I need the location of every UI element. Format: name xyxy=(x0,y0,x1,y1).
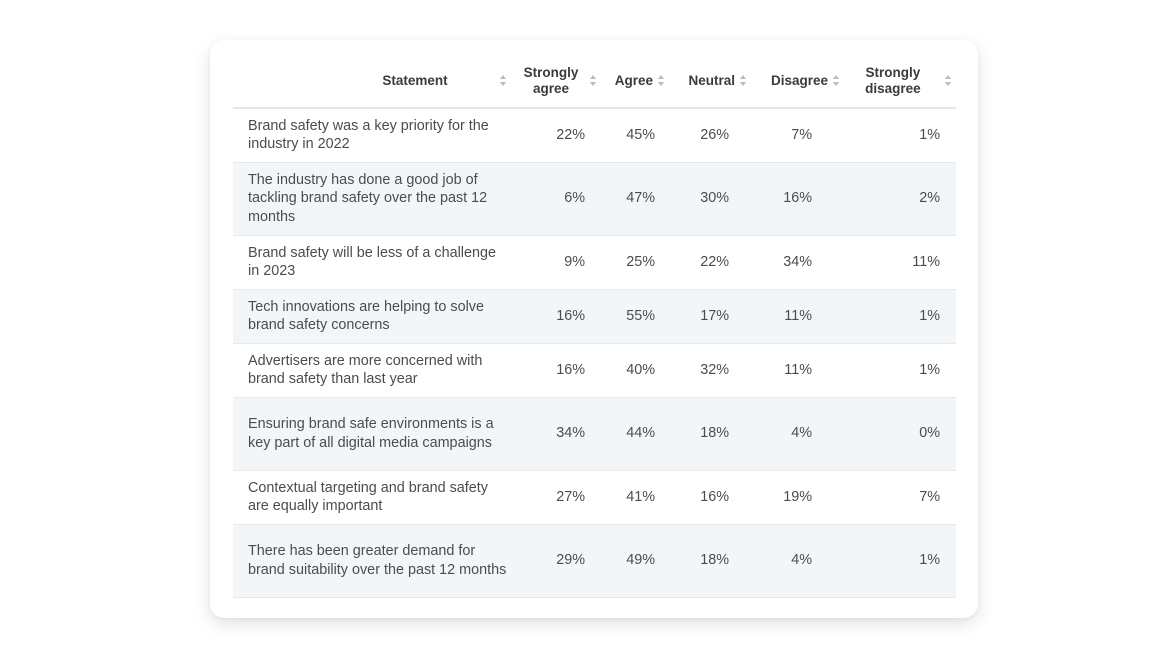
strongly-agree-cell: 16% xyxy=(517,343,601,398)
disagree-cell: 4% xyxy=(753,397,846,471)
table-row: Contextual targeting and brand safety ar… xyxy=(233,470,956,525)
survey-table: Statement Strongly agree Agree Neutral Disag… xyxy=(233,55,956,598)
table-card: Statement Strongly agree Agree Neutral Disag… xyxy=(210,40,978,618)
column-header-statement[interactable]: Statement xyxy=(233,55,517,109)
column-header-label: Strongly disagree xyxy=(865,65,921,96)
sort-icon[interactable] xyxy=(832,74,842,88)
column-header-label: Statement xyxy=(382,73,448,88)
column-header-label: Disagree xyxy=(770,73,828,88)
strongly-agree-cell: 9% xyxy=(517,235,601,290)
disagree-cell: 19% xyxy=(753,470,846,525)
agree-cell: 49% xyxy=(601,524,671,598)
statement-cell: There has been greater demand for brand … xyxy=(233,524,517,598)
statement-cell: Brand safety will be less of a challenge… xyxy=(233,235,517,290)
strongly-disagree-cell: 1% xyxy=(846,289,956,344)
strongly-agree-cell: 6% xyxy=(517,162,601,236)
disagree-cell: 11% xyxy=(753,289,846,344)
statement-cell: Brand safety was a key priority for the … xyxy=(233,108,517,163)
neutral-cell: 18% xyxy=(671,524,753,598)
column-header-label: Strongly agree xyxy=(523,65,579,96)
neutral-cell: 16% xyxy=(671,470,753,525)
statement-cell: Contextual targeting and brand safety ar… xyxy=(233,470,517,525)
table-row: There has been greater demand for brand … xyxy=(233,524,956,598)
agree-cell: 45% xyxy=(601,108,671,163)
sort-icon[interactable] xyxy=(589,74,597,88)
column-header-label: Agree xyxy=(614,73,653,88)
strongly-disagree-cell: 2% xyxy=(846,162,956,236)
strongly-disagree-cell: 1% xyxy=(846,524,956,598)
column-header-disagree[interactable]: Disagree xyxy=(753,55,846,109)
statement-cell: Tech innovations are helping to solve br… xyxy=(233,289,517,344)
table-row: Brand safety was a key priority for the … xyxy=(233,108,956,163)
strongly-agree-cell: 29% xyxy=(517,524,601,598)
column-header-strongly-disagree[interactable]: Strongly disagree xyxy=(846,55,956,109)
strongly-disagree-cell: 1% xyxy=(846,108,956,163)
strongly-disagree-cell: 7% xyxy=(846,470,956,525)
agree-cell: 55% xyxy=(601,289,671,344)
sort-icon[interactable] xyxy=(944,74,952,88)
disagree-cell: 4% xyxy=(753,524,846,598)
table-header: Statement Strongly agree Agree Neutral Disag… xyxy=(233,55,956,109)
table-body: Brand safety was a key priority for the … xyxy=(233,108,956,598)
neutral-cell: 22% xyxy=(671,235,753,290)
strongly-disagree-cell: 1% xyxy=(846,343,956,398)
table-row: Tech innovations are helping to solve br… xyxy=(233,289,956,344)
strongly-agree-cell: 22% xyxy=(517,108,601,163)
table-row: Ensuring brand safe environments is a ke… xyxy=(233,397,956,471)
strongly-agree-cell: 27% xyxy=(517,470,601,525)
strongly-agree-cell: 16% xyxy=(517,289,601,344)
statement-cell: Advertisers are more concerned with bran… xyxy=(233,343,517,398)
table-row: The industry has done a good job of tack… xyxy=(233,162,956,236)
disagree-cell: 7% xyxy=(753,108,846,163)
statement-cell: The industry has done a good job of tack… xyxy=(233,162,517,236)
agree-cell: 40% xyxy=(601,343,671,398)
column-header-label: Neutral xyxy=(688,73,735,88)
column-header-agree[interactable]: Agree xyxy=(601,55,671,109)
strongly-disagree-cell: 0% xyxy=(846,397,956,471)
disagree-cell: 34% xyxy=(753,235,846,290)
neutral-cell: 32% xyxy=(671,343,753,398)
agree-cell: 41% xyxy=(601,470,671,525)
strongly-agree-cell: 34% xyxy=(517,397,601,471)
agree-cell: 47% xyxy=(601,162,671,236)
neutral-cell: 17% xyxy=(671,289,753,344)
agree-cell: 44% xyxy=(601,397,671,471)
strongly-disagree-cell: 11% xyxy=(846,235,956,290)
neutral-cell: 30% xyxy=(671,162,753,236)
column-header-neutral[interactable]: Neutral xyxy=(671,55,753,109)
neutral-cell: 18% xyxy=(671,397,753,471)
sort-icon[interactable] xyxy=(739,74,749,88)
disagree-cell: 11% xyxy=(753,343,846,398)
disagree-cell: 16% xyxy=(753,162,846,236)
sort-icon[interactable] xyxy=(657,74,667,88)
table-row: Brand safety will be less of a challenge… xyxy=(233,235,956,290)
statement-cell: Ensuring brand safe environments is a ke… xyxy=(233,397,517,471)
agree-cell: 25% xyxy=(601,235,671,290)
column-header-strongly-agree[interactable]: Strongly agree xyxy=(517,55,601,109)
table-row: Advertisers are more concerned with bran… xyxy=(233,343,956,398)
neutral-cell: 26% xyxy=(671,108,753,163)
sort-icon[interactable] xyxy=(499,74,509,88)
